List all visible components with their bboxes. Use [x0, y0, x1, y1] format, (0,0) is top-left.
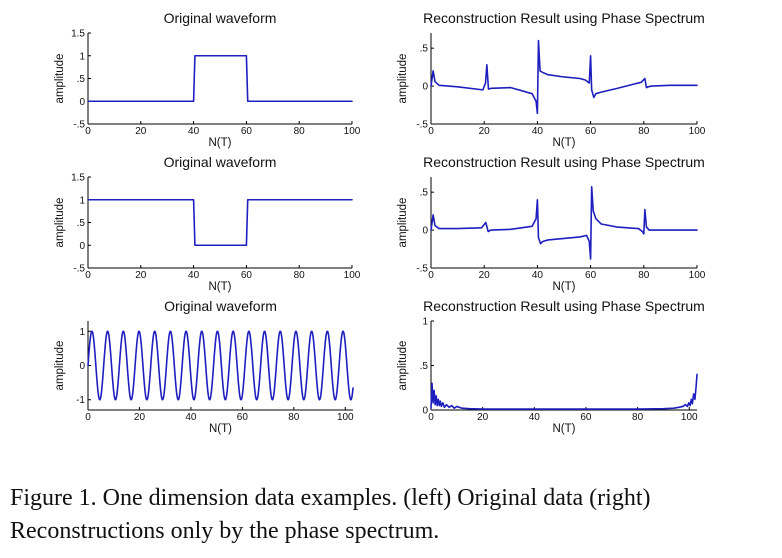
series-line-1: [430, 373, 698, 410]
chart-panel-4: Reconstruction Result using Phase Spectr…: [397, 154, 706, 293]
chart-title: Original waveform: [164, 154, 277, 170]
x-tick-label: 40: [532, 270, 544, 281]
x-tick-label: 0: [85, 126, 91, 137]
x-tick-label: 0: [428, 270, 434, 281]
chart-title: Reconstruction Result using Phase Spectr…: [423, 298, 705, 314]
y-tick-label: 1.5: [71, 29, 85, 40]
y-tick-label: -.5: [73, 120, 85, 131]
x-axis-label: N(T): [209, 137, 232, 149]
x-tick-label: 60: [241, 126, 253, 137]
chart-title: Original waveform: [164, 298, 277, 314]
x-tick-label: 80: [638, 270, 650, 281]
chart-title: Reconstruction Result using Phase Spectr…: [423, 154, 705, 170]
x-tick-label: 60: [237, 412, 249, 423]
x-tick-label: 20: [479, 270, 491, 281]
y-tick-label: -.5: [73, 264, 85, 275]
x-tick-label: 0: [428, 126, 434, 137]
x-tick-label: 100: [681, 412, 698, 423]
y-tick-label: .5: [420, 361, 429, 372]
y-tick-label: -1: [76, 395, 85, 406]
series-line-1: [87, 54, 353, 103]
x-tick-label: 60: [585, 126, 597, 137]
y-tick-label: .5: [77, 218, 86, 229]
y-axis-label: amplitude: [54, 198, 66, 248]
y-axis-label: amplitude: [54, 341, 66, 391]
x-tick-label: 60: [241, 270, 253, 281]
y-axis-label: amplitude: [397, 198, 409, 248]
x-tick-label: 20: [135, 270, 147, 281]
x-tick-label: 80: [288, 412, 300, 423]
x-tick-label: 20: [479, 126, 491, 137]
x-tick-label: 100: [689, 126, 706, 137]
x-axis-label: N(T): [209, 281, 232, 293]
y-axis-label: amplitude: [397, 341, 409, 391]
x-tick-label: 40: [185, 412, 197, 423]
x-tick-label: 20: [135, 126, 147, 137]
y-tick-label: -.5: [416, 264, 428, 275]
series-line-1: [87, 198, 353, 247]
series-line-1: [87, 330, 354, 401]
y-tick-label: 1: [79, 327, 85, 338]
x-tick-label: 0: [428, 412, 434, 423]
y-tick-label: 0: [79, 97, 85, 108]
series-line-1: [430, 186, 698, 260]
chart-panel-2: Reconstruction Result using Phase Spectr…: [397, 10, 706, 149]
x-tick-label: 100: [689, 270, 706, 281]
chart-title: Original waveform: [164, 10, 277, 26]
y-tick-label: .5: [420, 188, 429, 199]
y-tick-label: 0: [79, 241, 85, 252]
x-tick-label: 80: [294, 270, 306, 281]
x-tick-label: 0: [85, 270, 91, 281]
x-tick-label: 100: [344, 126, 361, 137]
x-tick-label: 20: [477, 412, 489, 423]
y-tick-label: 0: [422, 406, 428, 417]
series-line-1: [430, 39, 698, 115]
x-axis-label: N(T): [553, 137, 576, 149]
chart-title: Reconstruction Result using Phase Spectr…: [423, 10, 705, 26]
x-tick-label: 40: [188, 126, 200, 137]
caption-line-1: Figure 1. One dimension data examples. (…: [10, 485, 651, 511]
x-tick-label: 80: [294, 126, 306, 137]
y-tick-label: -.5: [416, 120, 428, 131]
y-tick-label: 1: [79, 51, 85, 62]
x-tick-label: 60: [580, 412, 592, 423]
x-axis-label: N(T): [553, 423, 576, 435]
x-tick-label: 40: [188, 270, 200, 281]
y-tick-label: 1: [422, 317, 428, 328]
x-axis-label: N(T): [209, 423, 232, 435]
y-tick-label: 0: [422, 226, 428, 237]
y-tick-label: 0: [79, 361, 85, 372]
x-tick-label: 100: [337, 412, 354, 423]
x-tick-label: 40: [529, 412, 541, 423]
y-tick-label: .5: [77, 74, 86, 85]
y-tick-label: 0: [422, 82, 428, 93]
x-axis-label: N(T): [553, 281, 576, 293]
x-tick-label: 0: [85, 412, 91, 423]
caption-line-2: Reconstructions only by the phase spectr…: [10, 518, 440, 544]
y-tick-label: 1.5: [71, 173, 85, 184]
x-tick-label: 20: [134, 412, 146, 423]
x-tick-label: 40: [532, 126, 544, 137]
y-tick-label: .5: [420, 44, 429, 55]
chart-panel-6: Reconstruction Result using Phase Spectr…: [397, 298, 705, 435]
x-tick-label: 80: [638, 126, 650, 137]
x-tick-label: 100: [344, 270, 361, 281]
x-tick-label: 80: [632, 412, 644, 423]
figure-caption: Figure 1. One dimension data examples. (…: [10, 482, 780, 548]
y-axis-label: amplitude: [54, 54, 66, 104]
y-tick-label: 1: [79, 195, 85, 206]
x-tick-label: 60: [585, 270, 597, 281]
y-axis-label: amplitude: [397, 54, 409, 104]
